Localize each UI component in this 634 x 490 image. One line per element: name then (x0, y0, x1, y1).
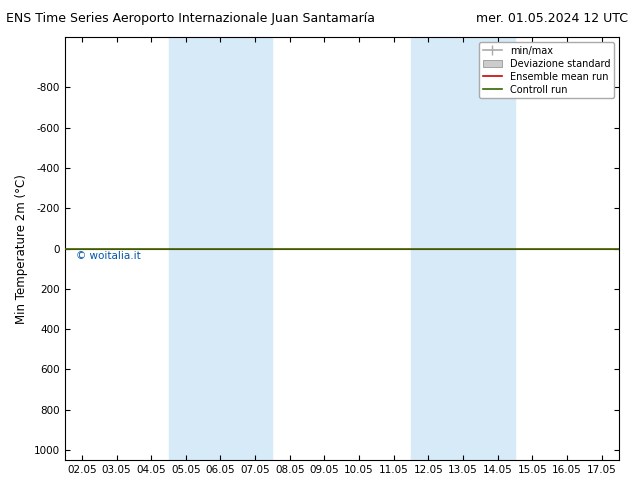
Text: mer. 01.05.2024 12 UTC: mer. 01.05.2024 12 UTC (476, 12, 628, 25)
Bar (411, 37, 515, 460)
Text: © woitalia.it: © woitalia.it (75, 251, 140, 261)
Legend: min/max, Deviazione standard, Ensemble mean run, Controll run: min/max, Deviazione standard, Ensemble m… (479, 42, 614, 98)
Text: ENS Time Series Aeroporto Internazionale Juan Santamaría: ENS Time Series Aeroporto Internazionale… (6, 12, 375, 25)
Y-axis label: Min Temperature 2m (°C): Min Temperature 2m (°C) (15, 173, 28, 323)
Bar (169, 37, 273, 460)
